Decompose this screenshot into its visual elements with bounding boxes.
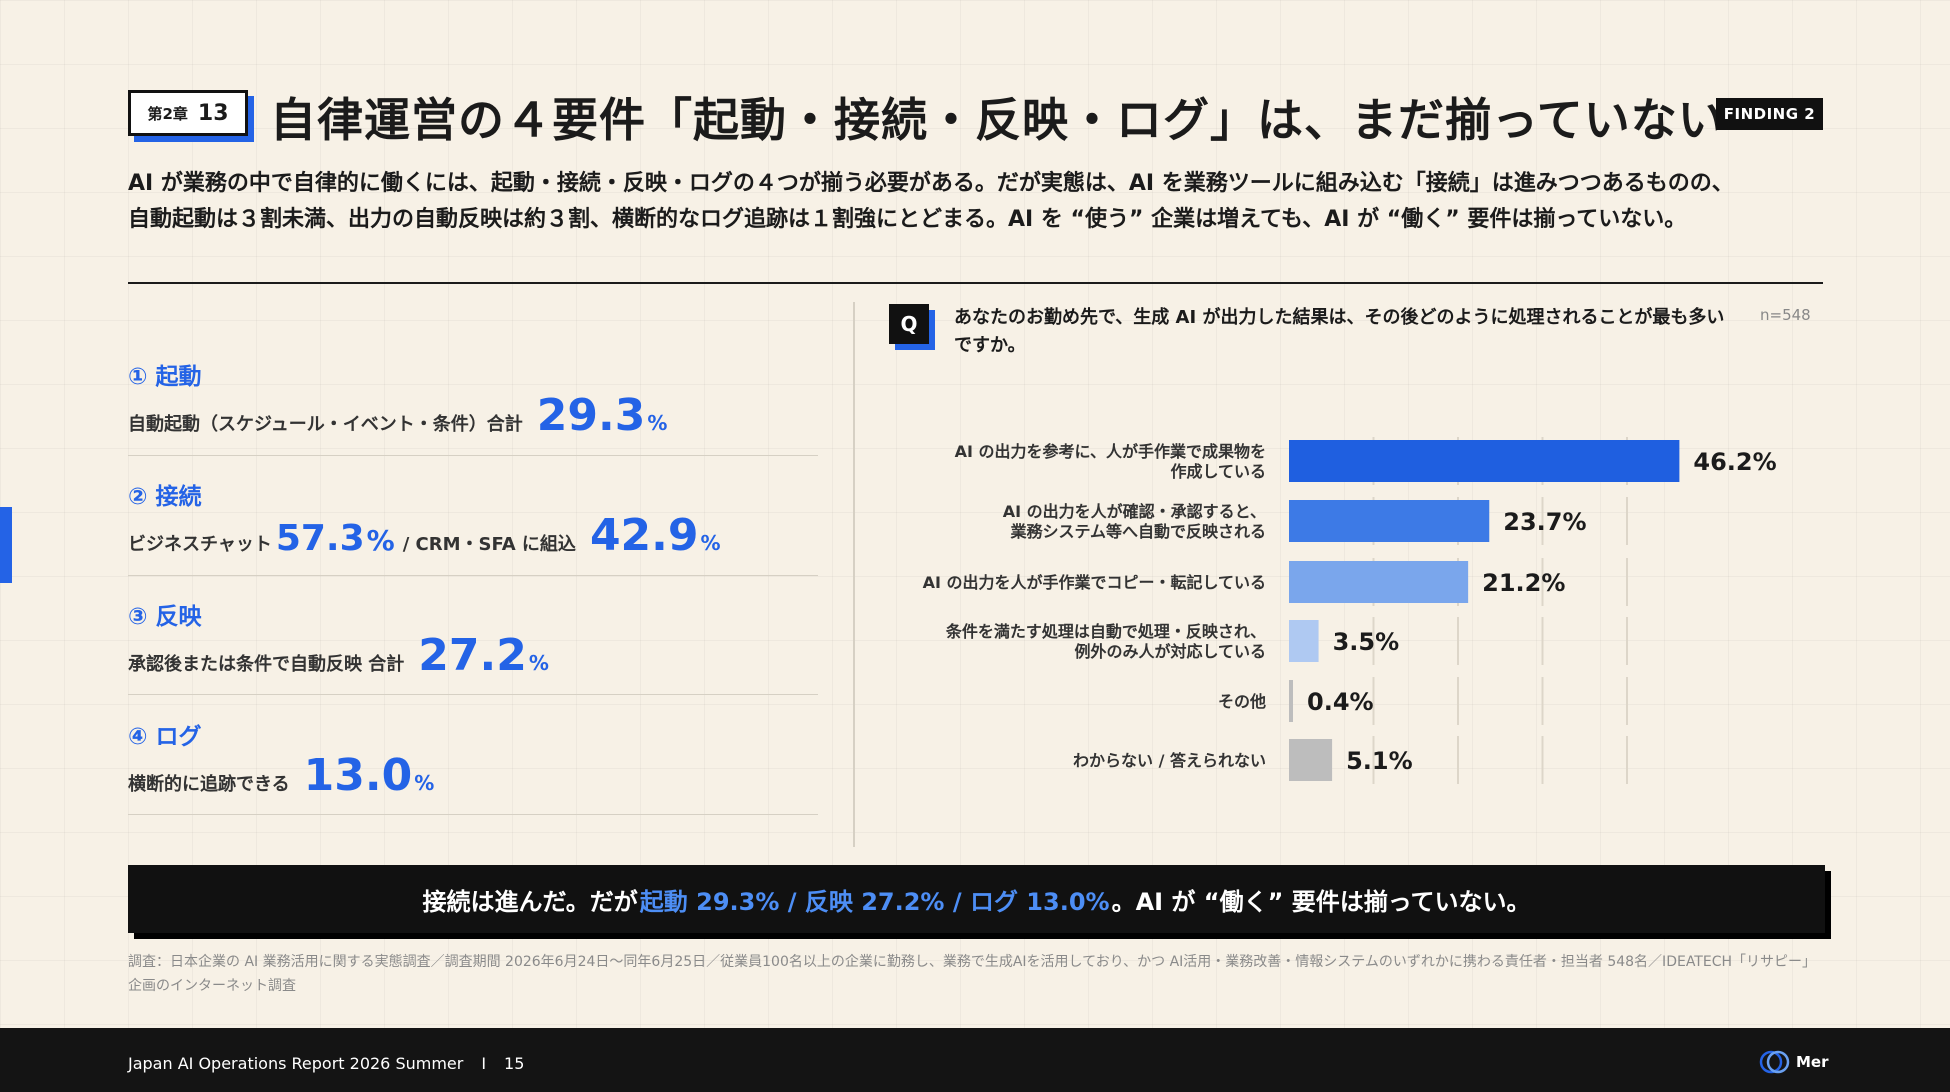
report-title: Japan AI Operations Report 2026 Summer (128, 1054, 464, 1073)
metric-divider (128, 575, 818, 576)
page-title: 自律運営の４要件「起動・接続・反映・ログ」は、まだ揃っていない (270, 93, 1725, 147)
finding-badge: FINDING 2 (1716, 98, 1823, 130)
metric-value: 27.2 (418, 630, 527, 681)
bar-value-label-6: 5.1% (1346, 747, 1413, 775)
bar-6 (1289, 739, 1333, 781)
bar-5 (1289, 680, 1293, 722)
metric-unit-chat: % (366, 524, 395, 557)
metric-divider (128, 694, 818, 695)
metric-unit-crm: % (700, 531, 721, 555)
chapter-number: 13 (197, 100, 229, 126)
metric-divider (128, 455, 818, 456)
bar-value-label-5: 0.4% (1307, 688, 1374, 716)
category-label-1: 作成している (1170, 462, 1266, 481)
footer-bar (0, 1028, 1950, 1092)
metric-row-connect: ビジネスチャット 57.3 % / CRM・SFA に組込 42.9 % (128, 510, 721, 561)
category-label-2: AI の出力を人が確認・承認すると、 (1003, 502, 1266, 521)
logo-text: Mer (1796, 1053, 1829, 1071)
footer-divider: I (481, 1054, 487, 1073)
source-note: 調査：日本企業の AI 業務活用に関する実態調査／調査期間 2026年6月24日… (128, 954, 1817, 994)
header-divider (128, 282, 1823, 284)
banner-text-pre: 接続は進んだ。だが (422, 887, 638, 916)
metric-value: 29.3 (536, 390, 646, 441)
metric-unit: % (414, 771, 435, 795)
metric-label: 横断的に追跡できる (128, 774, 290, 795)
metric-value-crm: 42.9 (589, 510, 699, 561)
summary-banner: 接続は進んだ。だが 起動 29.3% / 反映 27.2% / ログ 13.0%… (128, 865, 1825, 933)
metric-unit: % (647, 411, 668, 435)
metric-value: 13.0 (303, 750, 413, 801)
metric-heading-reflect: ③ 反映 (128, 604, 202, 630)
question-text: あなたのお勤め先で、生成 AI が出力した結果は、その後どのように処理されること… (954, 307, 1725, 356)
metric-heading-startup: ① 起動 (128, 364, 202, 390)
bar-value-label-3: 21.2% (1482, 569, 1565, 597)
bar-value-label-4: 3.5% (1333, 628, 1400, 656)
metric-row-log: 横断的に追跡できる 13.0 % (128, 750, 434, 801)
metric-label: 自動起動（スケジュール・イベント・条件）合計 (128, 414, 523, 435)
metric-label-chat: ビジネスチャット (128, 534, 272, 555)
bar-4 (1289, 620, 1319, 662)
bar-value-label-2: 23.7% (1503, 508, 1586, 536)
banner-highlight: 起動 29.3% / 反映 27.2% / ログ 13.0% (639, 887, 1110, 916)
side-accent-bar (0, 507, 12, 583)
category-label-3: AI の出力を人が手作業でコピー・転記している (923, 573, 1266, 592)
metric-label: 承認後または条件で自動反映 合計 (128, 654, 405, 675)
lead-text: AI が業務の中で自律的に働くには、起動・接続・反映・ログの４つが揃う必要がある… (128, 171, 1734, 232)
sample-size: n=548 (1760, 306, 1811, 324)
metric-value-chat: 57.3 (275, 518, 365, 559)
chapter-badge: 第2章 13 (128, 90, 248, 136)
category-label-5: その他 (1218, 692, 1266, 711)
category-label-6: わからない / 答えられない (1073, 751, 1266, 770)
brand-logo: Mer (1758, 1049, 1829, 1075)
bar-2 (1289, 500, 1490, 542)
banner-text-post: 。AI が “働く” 要件は揃っていない。 (1111, 887, 1531, 916)
logo-icon (1759, 1050, 1790, 1074)
category-label-1: AI の出力を参考に、人が手作業で成果物を (955, 442, 1266, 461)
metric-unit: % (528, 651, 549, 675)
metric-heading-log: ④ ログ (128, 724, 202, 750)
page-number: 15 (504, 1054, 525, 1073)
category-label-4: 例外のみ人が対応している (1074, 642, 1266, 661)
question-badge: Q (889, 304, 929, 344)
metric-heading-connect: ② 接続 (128, 484, 202, 510)
bar-3 (1289, 561, 1469, 603)
chapter-label: 第2章 (147, 104, 188, 123)
metric-divider (128, 814, 818, 815)
bar-value-label-1: 46.2% (1693, 448, 1776, 476)
category-label-4: 条件を満たす処理は自動で処理・反映され、 (945, 622, 1266, 641)
metric-row-startup: 自動起動（スケジュール・イベント・条件）合計 29.3 % (128, 390, 667, 441)
metric-label-crm: / CRM・SFA に組込 (402, 534, 576, 555)
metric-row-reflect: 承認後または条件で自動反映 合計 27.2 % (128, 630, 549, 681)
bar-1 (1289, 440, 1680, 482)
category-label-2: 業務システム等へ自動で反映される (1009, 522, 1266, 541)
column-divider (853, 302, 855, 847)
footer-text: Japan AI Operations Report 2026 Summer I 1… (128, 1054, 524, 1073)
